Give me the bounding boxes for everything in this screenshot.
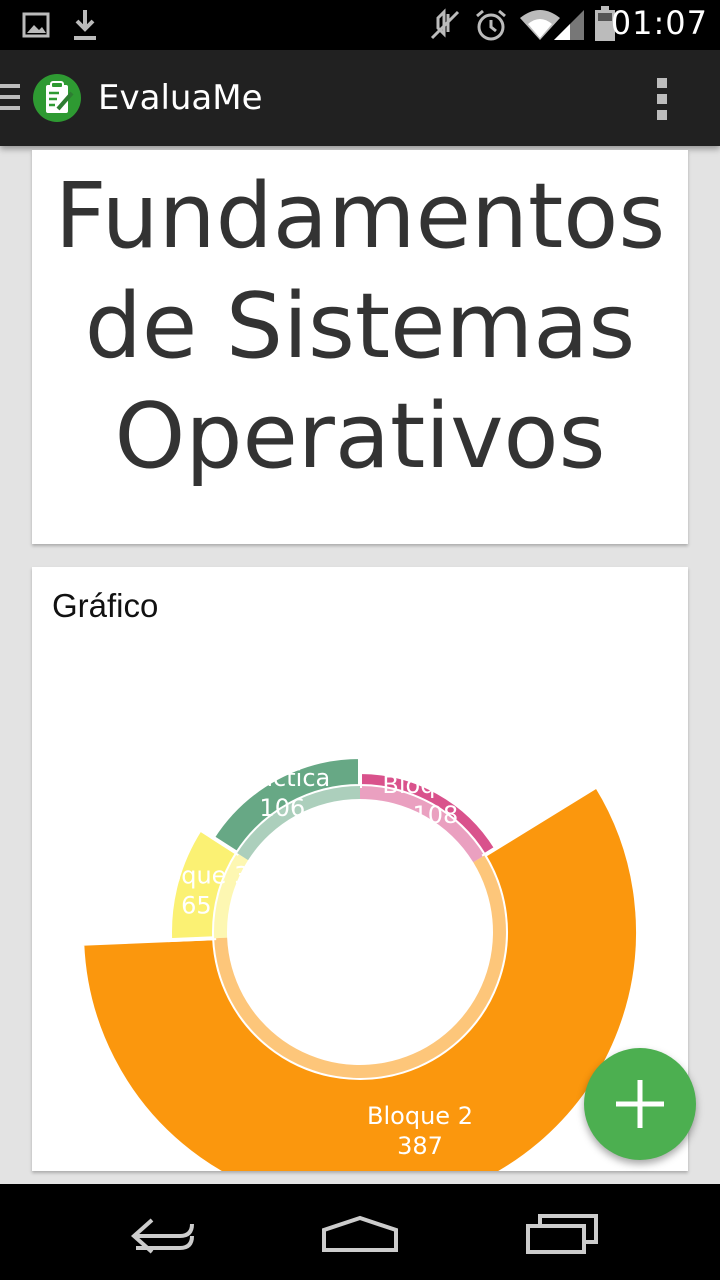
battery-icon [595,6,615,41]
chart-heading: Gráfico [52,587,159,624]
download-icon [74,10,96,40]
chart-slice-bloque-2[interactable] [80,783,640,1171]
nav-bar [0,1184,720,1280]
chart-slice-inner-ring [237,786,360,861]
course-title-line: de Sistemas [84,274,636,379]
chart-label-pr-ctica: Práctica [234,764,330,792]
course-title-card: Fundamentos de Sistemas Operativos [32,150,688,544]
chart-value-bloque-1: 108 [412,801,458,829]
home-icon[interactable] [320,1214,400,1254]
status-bar: 01:07 [0,0,720,50]
chart-label-bloque-2: Bloque 2 [367,1102,473,1130]
alarm-icon [476,9,506,41]
back-icon[interactable] [122,1208,198,1258]
course-title-line: Fundamentos [54,164,666,269]
recents-icon[interactable] [524,1212,600,1256]
plus-icon [616,1080,664,1128]
chart-value-bloque-2: 387 [397,1132,443,1160]
action-bar: EvaluaMe [0,50,720,146]
chart-slice-inner-ring [213,853,249,939]
app-logo-icon[interactable] [32,73,82,123]
chart-slice-inner-ring [360,786,485,863]
course-title: Fundamentos de Sistemas Operativos [32,162,688,492]
chart-label-bloque-1: Bloque 1 [382,771,488,799]
image-icon [22,12,50,38]
mute-icon [430,8,460,40]
course-title-line: Operativos [114,384,606,489]
chart-card: Bloque 1 108 Bloque 2 387 Bloque 3 65 Práctica… [32,567,688,1171]
app-title: EvaluaMe [98,78,263,118]
status-time: 01:07 [610,4,708,42]
chart-value-bloque-3: 65 [181,892,212,920]
signal-icon [554,10,584,40]
overflow-menu-icon[interactable] [657,78,669,120]
drawer-icon[interactable] [0,84,22,114]
chart-label-bloque-3: Bloque 3 [143,862,249,890]
add-button[interactable] [584,1048,696,1160]
wifi-icon [520,10,560,40]
chart-value-pr-ctica: 106 [259,794,305,822]
